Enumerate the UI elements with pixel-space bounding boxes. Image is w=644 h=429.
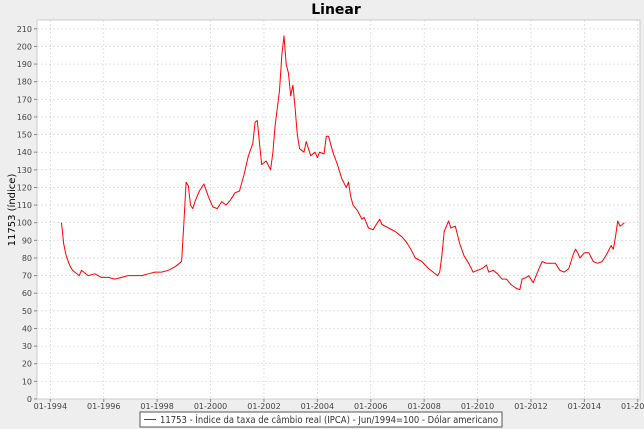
- y-tick-label: 100: [17, 219, 32, 228]
- x-tick-label: 01-1998: [140, 402, 173, 411]
- series-line: [61, 35, 625, 291]
- series-group: [61, 35, 625, 291]
- y-tick-label: 30: [22, 342, 32, 351]
- y-tick-label: 90: [22, 236, 32, 245]
- x-tick-label: 01-2008: [407, 402, 440, 411]
- x-tick-label: 01-2002: [247, 402, 280, 411]
- y-axis-label: 11753 (índice): [6, 174, 18, 247]
- plot-area: [36, 19, 641, 400]
- y-tick-label: 160: [17, 113, 32, 122]
- y-axis-ticks: 0 10 20 30 40 50 60 70 80 90 100 110 120 130 140 150 160…: [17, 25, 37, 404]
- y-tick-label: 110: [17, 201, 32, 210]
- x-tick-label: 01-2000: [194, 402, 227, 411]
- chart-title: Linear: [311, 2, 361, 18]
- x-tick-label: 01-2016: [621, 402, 644, 411]
- y-tick-label: 150: [17, 131, 32, 140]
- x-tick-label: 01-2010: [461, 402, 494, 411]
- y-tick-label: 80: [22, 254, 32, 263]
- y-tick-label: 50: [22, 307, 32, 316]
- y-tick-label: 180: [17, 78, 32, 87]
- y-tick-label: 70: [22, 272, 32, 281]
- y-tick-label: 40: [22, 324, 32, 333]
- y-tick-label: 140: [17, 148, 32, 157]
- x-tick-label: 01-2004: [301, 402, 334, 411]
- x-tick-label: 01-1994: [34, 402, 67, 411]
- y-tick-label: 200: [17, 42, 32, 51]
- x-axis-ticks: 01-1994 01-1996 01-1998 01-2000 01-2002 01-20…: [34, 399, 644, 411]
- y-tick-label: 190: [17, 60, 32, 69]
- y-tick-label: 120: [17, 183, 32, 192]
- y-tick-label: 210: [17, 25, 32, 34]
- legend-label: 11753 - Índice da taxa de câmbio real (I…: [160, 413, 498, 426]
- y-gridlines: [37, 28, 640, 400]
- x-tick-label: 01-2006: [354, 402, 387, 411]
- y-tick-label: 20: [22, 360, 32, 369]
- y-tick-label: 130: [17, 166, 32, 175]
- legend-box: [139, 411, 503, 428]
- y-tick-label: 60: [22, 289, 32, 298]
- y-tick-label: 170: [17, 95, 32, 104]
- x-tick-label: 01-1996: [87, 402, 120, 411]
- y-tick-label: 0: [27, 395, 32, 404]
- x-tick-label: 01-2012: [514, 402, 547, 411]
- y-tick-label: 10: [22, 377, 32, 386]
- x-gridlines: [50, 20, 639, 399]
- legend: 11753 - Índice da taxa de câmbio real (I…: [139, 411, 503, 428]
- x-tick-label: 01-2014: [568, 402, 601, 411]
